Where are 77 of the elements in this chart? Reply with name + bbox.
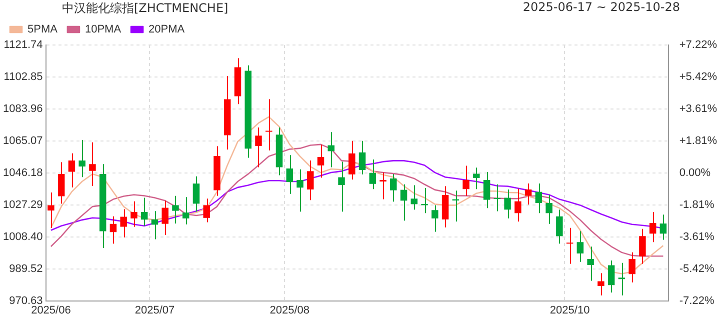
candlestick [504,188,511,219]
y2-tick-label: -5.42% [679,262,714,275]
candlestick [48,192,54,228]
candlestick [182,196,190,225]
candlestick [78,140,86,178]
candlestick [598,272,604,296]
candlestick [172,195,179,224]
candlestick [58,162,65,204]
candlestick [639,228,646,264]
y-tick-label: 1121.74 [4,39,43,52]
x-tick-label: 2025/10 [550,304,590,316]
candlestick [140,197,148,226]
y-tick-label: 1065.07 [2,134,43,147]
candlestick [120,208,127,238]
legend-label: 5PMA [28,24,58,36]
chart-subtitle: 2025-06-17 ~ 2025-10-28 [522,0,680,14]
candlestick [358,140,366,175]
candlestick [608,260,615,294]
candlestick [618,262,626,296]
y-tick-label: 1008.40 [2,230,43,243]
y-tick-label: 1027.29 [2,198,43,211]
candlestick [473,167,480,190]
candlestick [89,142,96,186]
candlestick [494,184,501,212]
legend-label: 10PMA [84,24,122,36]
candlestick [130,200,138,228]
candlestick [203,198,210,223]
candlestick [338,161,345,212]
candlestick [483,172,490,209]
candlestick [535,183,542,214]
candlestick [110,216,117,244]
y-tick-label: 989.52 [9,262,43,275]
y-tick-label: 1102.85 [4,71,43,84]
y2-tick-label: -7.22% [679,294,714,307]
legend-label: 20PMA [148,24,186,36]
candlestick [400,184,408,222]
y2-tick-label: 0.00% [679,166,711,179]
x-tick-label: 2025/07 [134,304,175,316]
y-tick-label: 1046.18 [2,166,43,179]
candlestick [524,183,532,206]
candlestick [566,227,574,264]
candlestick [380,172,386,200]
candlestick [369,159,376,190]
candlestick [286,154,293,194]
candlestick [255,127,262,168]
y2-tick-label: -1.81% [679,198,714,211]
candlestick [587,246,594,282]
candlestick [556,209,563,244]
candlestick [68,152,76,188]
candlestick [390,174,397,202]
candlestick [462,165,470,196]
y2-tick-label: -3.61% [679,230,714,243]
candlestick [296,168,304,212]
x-tick-label: 2025/06 [31,304,71,316]
y2-tick-label: +5.42% [679,70,718,83]
candlestick [514,188,522,222]
candlestick [628,252,636,283]
candlestick [410,184,418,210]
candlestick [265,98,272,151]
y-tick-label: 970.63 [9,294,43,307]
candlestick [307,160,314,201]
y2-tick-label: +1.81% [679,134,718,147]
candlestick [192,176,200,212]
candlestick [649,211,656,243]
candlestick [660,214,667,240]
chart-title: 中汉能化综指[ZHCTMENCHE] [62,0,228,17]
candlestick [162,200,168,236]
y2-tick-label: +3.61% [679,102,718,115]
candlestick [432,204,438,232]
candlestick [546,194,552,224]
x-tick-label: 2025/08 [270,304,310,316]
candlestick [348,140,356,180]
candlestick [576,230,584,262]
candlestick [151,210,158,240]
y-tick-label: 1083.96 [2,102,43,115]
y2-tick-label: +7.22% [679,39,718,52]
candlestick [317,144,324,178]
